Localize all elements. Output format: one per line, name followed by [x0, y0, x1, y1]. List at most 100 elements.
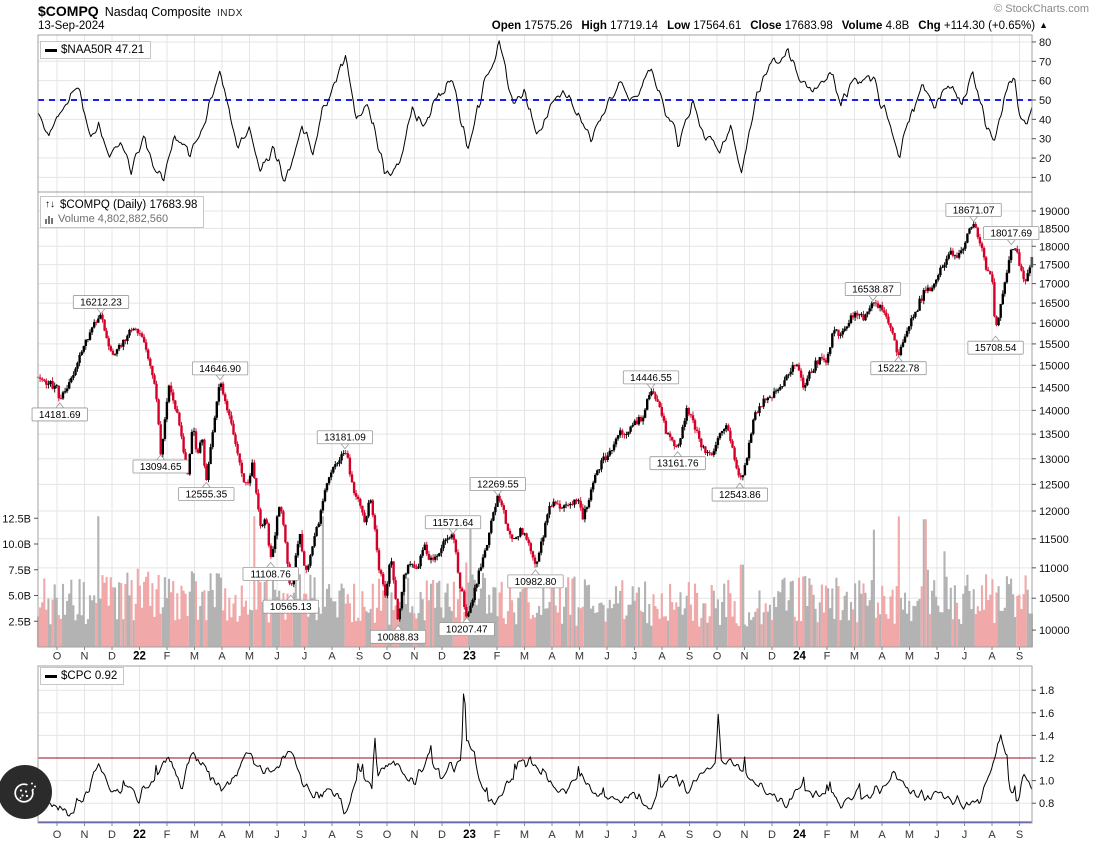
naa50r-legend-label: $NAA50R 47.21	[61, 44, 145, 56]
annotation-layer: 14181.69 16212.23 13094.65 12555.35 14646.90…	[31, 202, 1040, 644]
svg-text:F: F	[164, 651, 171, 663]
svg-text:14446.55: 14446.55	[630, 373, 672, 384]
svg-text:15708.54: 15708.54	[975, 343, 1017, 354]
svg-text:11571.64: 11571.64	[433, 518, 474, 529]
svg-text:1.2: 1.2	[1039, 753, 1054, 765]
arrows-icon: ↑↓	[45, 199, 55, 210]
svg-text:10207.47: 10207.47	[446, 625, 488, 636]
svg-text:J: J	[962, 829, 968, 841]
svg-text:J: J	[934, 651, 940, 663]
svg-text:16500: 16500	[1039, 298, 1070, 310]
svg-text:24: 24	[793, 651, 806, 663]
change-up-triangle-icon: ▲	[1039, 20, 1048, 30]
svg-text:F: F	[494, 651, 501, 663]
svg-text:15500: 15500	[1039, 339, 1070, 351]
svg-text:15000: 15000	[1039, 360, 1070, 372]
svg-text:F: F	[824, 651, 831, 663]
svg-text:M: M	[245, 651, 254, 663]
axis-layer: 80 70 60 50 40 30 20 10 19000 18500 18000 17500 1700…	[2, 34, 1070, 841]
chart-date: 13-Sep-2024	[38, 20, 105, 32]
svg-text:O: O	[53, 651, 62, 663]
svg-text:12555.35: 12555.35	[185, 489, 227, 500]
svg-text:15222.78: 15222.78	[878, 364, 920, 375]
volume-layer	[36, 516, 1033, 647]
svg-text:F: F	[824, 829, 831, 841]
svg-text:14000: 14000	[1039, 405, 1070, 417]
symbol: $COMPQ	[38, 3, 99, 19]
svg-text:J: J	[934, 829, 940, 841]
svg-text:12543.86: 12543.86	[719, 490, 761, 501]
svg-text:F: F	[164, 829, 171, 841]
svg-text:23: 23	[463, 651, 476, 663]
compq-legend: ↑↓ $COMPQ (Daily) 17683.98 Volume 4,802,…	[40, 196, 205, 228]
svg-text:10982.80: 10982.80	[515, 577, 557, 588]
svg-text:17000: 17000	[1039, 279, 1070, 291]
quote-low: Low 17564.61	[667, 20, 742, 32]
svg-text:14646.90: 14646.90	[199, 364, 241, 375]
svg-text:M: M	[850, 829, 859, 841]
svg-text:D: D	[438, 651, 446, 663]
svg-text:S: S	[1016, 651, 1023, 663]
volume-bars-icon	[45, 215, 53, 224]
cookie-consent-button[interactable]	[0, 765, 52, 819]
svg-text:S: S	[686, 651, 693, 663]
svg-text:20: 20	[1039, 153, 1051, 165]
grid-layer	[38, 35, 1032, 823]
svg-text:S: S	[1016, 829, 1023, 841]
svg-text:S: S	[356, 829, 363, 841]
svg-text:M: M	[575, 829, 584, 841]
svg-text:A: A	[548, 651, 556, 663]
line-swatch-icon	[45, 48, 57, 52]
svg-text:18671.07: 18671.07	[953, 205, 995, 216]
svg-text:M: M	[190, 829, 199, 841]
svg-text:J: J	[274, 829, 280, 841]
svg-text:23: 23	[463, 829, 476, 841]
svg-text:N: N	[741, 651, 749, 663]
svg-text:J: J	[274, 651, 280, 663]
quote-volume: Volume 4.8B	[841, 20, 910, 32]
svg-text:14181.69: 14181.69	[39, 410, 81, 421]
svg-text:13094.65: 13094.65	[140, 462, 182, 473]
svg-text:O: O	[713, 829, 722, 841]
svg-text:10.0B: 10.0B	[2, 539, 31, 551]
svg-text:10: 10	[1039, 172, 1051, 184]
compq-legend-label: $COMPQ (Daily) 17683.98	[60, 199, 198, 211]
svg-text:A: A	[548, 829, 556, 841]
svg-text:2.5B: 2.5B	[8, 616, 31, 628]
svg-text:18000: 18000	[1039, 241, 1070, 253]
cookie-icon	[14, 782, 36, 803]
svg-text:0.8: 0.8	[1039, 798, 1054, 810]
svg-text:13181.09: 13181.09	[324, 433, 366, 444]
svg-text:M: M	[245, 829, 254, 841]
quote-line: Open 17575.26 High 17719.14 Low 17564.61 Cl…	[492, 20, 1048, 32]
svg-text:J: J	[632, 651, 638, 663]
svg-text:16538.87: 16538.87	[852, 285, 894, 296]
svg-text:A: A	[878, 829, 886, 841]
svg-text:11500: 11500	[1039, 534, 1069, 546]
svg-text:10000: 10000	[1039, 625, 1070, 637]
svg-text:M: M	[520, 829, 529, 841]
svg-text:J: J	[962, 651, 968, 663]
symbol-name: Nasdaq Composite	[104, 5, 211, 19]
svg-text:1.6: 1.6	[1039, 708, 1054, 720]
naa50r-legend: $NAA50R 47.21	[40, 41, 152, 59]
chart-title: $COMPQ Nasdaq Composite INDX	[38, 3, 243, 19]
exchange: INDX	[217, 8, 243, 19]
cpc-legend-label: $CPC 0.92	[61, 670, 118, 682]
svg-text:A: A	[218, 651, 226, 663]
svg-text:12000: 12000	[1039, 506, 1070, 518]
svg-text:D: D	[768, 829, 776, 841]
svg-text:D: D	[108, 829, 116, 841]
series-layer	[36, 40, 1034, 817]
svg-text:J: J	[604, 651, 610, 663]
svg-text:N: N	[81, 829, 89, 841]
svg-text:O: O	[383, 651, 392, 663]
svg-text:A: A	[988, 829, 996, 841]
svg-text:10500: 10500	[1039, 593, 1070, 605]
svg-text:M: M	[905, 651, 914, 663]
svg-text:O: O	[383, 829, 392, 841]
svg-text:M: M	[190, 651, 199, 663]
svg-text:80: 80	[1039, 37, 1051, 49]
svg-text:22: 22	[133, 651, 146, 663]
